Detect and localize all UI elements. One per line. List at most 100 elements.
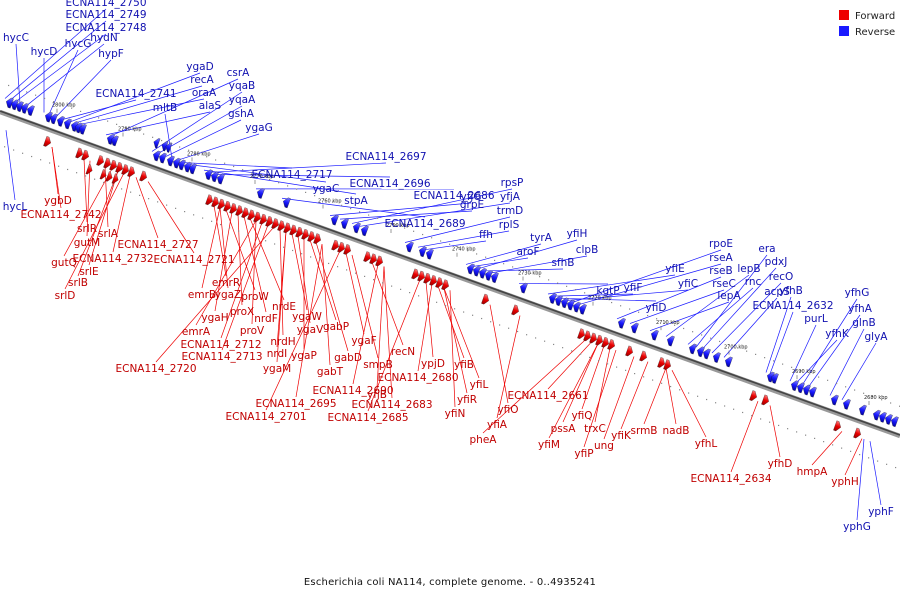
- gene-label-ung: ung: [594, 440, 614, 452]
- reverse-gene-arrow: [491, 272, 499, 283]
- grid-dot: [112, 185, 114, 187]
- leader-line: [404, 216, 511, 243]
- reverse-gene-arrow: [879, 412, 887, 423]
- gene-label-yfia: yfiA: [487, 419, 508, 431]
- grid-dot: [679, 389, 681, 391]
- gene-label-reco: recO: [769, 271, 794, 283]
- leader-line: [345, 252, 365, 335]
- reverse-gene-arrow: [520, 282, 528, 294]
- leader-line: [562, 343, 599, 423]
- grid-dot: [220, 223, 222, 226]
- gene-label-glya: glyA: [865, 331, 889, 343]
- reverse-gene-arrow: [689, 343, 697, 355]
- grid-dot: [593, 295, 595, 297]
- grid-dot: [661, 382, 663, 384]
- leader-line: [243, 216, 267, 313]
- forward-gene-arrow: [607, 339, 615, 350]
- grid-dot: [782, 363, 784, 365]
- gene-label-ecna114-2701: ECNA114_2701: [225, 411, 306, 423]
- grid-dot: [170, 143, 172, 145]
- forward-gene-arrow: [265, 216, 273, 227]
- leader-line: [769, 405, 781, 458]
- gene-label-trxc: trxC: [584, 423, 606, 435]
- gene-label-recn: recN: [391, 346, 415, 358]
- grid-dot: [161, 139, 163, 142]
- legend-swatch-forward: [839, 10, 849, 20]
- leader-line: [477, 239, 578, 270]
- reverse-gene-arrow: [217, 173, 225, 185]
- grid-dot: [179, 146, 181, 148]
- gene-label-yfha: yfhA: [848, 303, 873, 315]
- grid-dot: [332, 201, 334, 203]
- leader-line: [73, 85, 203, 124]
- grid-dot: [76, 172, 78, 174]
- gene-label-ecna114-2732: ECNA114_2732: [72, 253, 153, 265]
- leader-line: [856, 439, 865, 521]
- gene-label-rsec: rseC: [712, 278, 736, 290]
- legend-label-forward: Forward: [855, 11, 895, 22]
- grid-dot: [323, 198, 325, 200]
- forward-gene-arrow: [103, 157, 111, 169]
- leader-line: [315, 241, 349, 352]
- leader-line: [671, 370, 707, 438]
- leader-line: [571, 249, 722, 303]
- grid-dot: [8, 84, 10, 87]
- grid-dot: [422, 233, 424, 236]
- leader-line: [4, 8, 107, 99]
- forward-gene-arrow: [511, 304, 519, 316]
- leader-line: [841, 342, 877, 401]
- grid-dot: [400, 288, 402, 290]
- gene-label-hypf: hypF: [98, 48, 124, 60]
- gene-label-mltb: mltB: [153, 102, 177, 114]
- grid-dot: [557, 282, 559, 284]
- leader-line: [565, 289, 689, 301]
- grid-dot: [472, 314, 474, 316]
- gene-label-rpsp: rpsP: [501, 177, 524, 189]
- grid-dot: [350, 208, 352, 210]
- grid-dot: [589, 356, 591, 358]
- kbp-tick-label: 2690 kbp: [792, 369, 816, 375]
- grid-dot: [580, 353, 582, 355]
- grid-dot: [31, 155, 33, 158]
- grid-dot: [886, 463, 888, 465]
- gene-label-yqab: yqaB: [229, 80, 256, 92]
- gene-label-stpa: stpA: [344, 195, 368, 207]
- gene-label-ecna114-2685: ECNA114_2685: [327, 412, 408, 424]
- gene-label-yfhk: yfhK: [825, 328, 850, 340]
- reverse-gene-arrow: [173, 157, 181, 169]
- leader-line: [701, 267, 777, 350]
- gene-label-yfiq: yfiQ: [571, 410, 592, 422]
- forward-gene-arrow: [217, 198, 225, 210]
- forward-gene-arrow: [211, 196, 219, 208]
- grid-dot: [355, 272, 357, 274]
- leader-line: [603, 356, 635, 440]
- gene-label-hydn: hydN: [90, 32, 117, 44]
- reverse-gene-arrow: [50, 113, 58, 125]
- grid-dot: [175, 207, 177, 209]
- grid-dot: [98, 117, 100, 119]
- grid-dot: [832, 444, 834, 446]
- gene-label-yphh: yphH: [831, 476, 858, 488]
- grid-dot: [85, 175, 87, 177]
- grid-dot: [251, 172, 253, 174]
- grid-dot: [652, 379, 654, 381]
- grid-dot: [193, 214, 195, 216]
- gene-label-yfif: yfiF: [624, 282, 643, 294]
- gene-label-srle: srlE: [79, 266, 98, 278]
- reverse-gene-arrow: [767, 371, 775, 383]
- reverse-gene-arrow: [406, 241, 414, 253]
- gene-label-alas: alaS: [199, 100, 222, 112]
- gene-label-yfio: yfiO: [497, 404, 518, 416]
- grid-dot: [526, 334, 528, 336]
- kbp-tick-label: 2760 kbp: [318, 198, 342, 204]
- gene-label-yfhl: yfhL: [695, 438, 718, 450]
- grid-dot: [359, 211, 361, 213]
- kbp-tick-label: 2710 kbp: [656, 320, 680, 326]
- gene-label-gutm: gutM: [74, 237, 101, 249]
- leader-line: [182, 162, 293, 169]
- gene-label-ygbd: ygbD: [44, 195, 72, 207]
- leader-line: [219, 207, 229, 289]
- gene-label-prox: proX: [230, 306, 254, 318]
- grid-dot: [373, 279, 375, 281]
